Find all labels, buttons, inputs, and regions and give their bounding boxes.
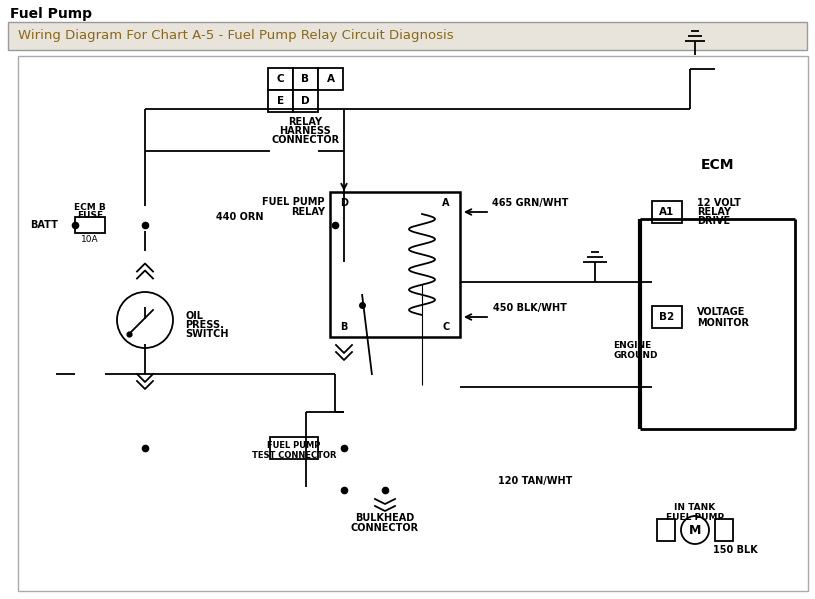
Text: OIL: OIL: [185, 311, 203, 321]
Text: DRIVE: DRIVE: [697, 216, 730, 226]
Text: 440 ORN: 440 ORN: [216, 212, 264, 222]
Bar: [652, 306, 682, 328]
Text: FUEL PUMP: FUEL PUMP: [666, 513, 724, 522]
Text: D: D: [302, 96, 310, 106]
Text: D: D: [340, 198, 348, 208]
Bar: [268, 90, 293, 112]
Text: GROUND: GROUND: [613, 350, 658, 359]
Text: E: E: [277, 96, 284, 106]
Text: B: B: [302, 74, 310, 84]
Text: SWITCH: SWITCH: [185, 329, 228, 339]
Text: FUEL PUMP: FUEL PUMP: [267, 441, 320, 450]
Text: M: M: [689, 524, 701, 537]
Text: B: B: [341, 322, 348, 332]
Bar: [330, 192, 460, 337]
Text: A: A: [327, 74, 334, 84]
Text: FUSE: FUSE: [77, 211, 103, 220]
Text: A: A: [443, 198, 450, 208]
Text: C: C: [443, 322, 450, 332]
Text: B2: B2: [659, 312, 675, 322]
Text: FUEL PUMP: FUEL PUMP: [262, 197, 325, 207]
Text: CONNECTOR: CONNECTOR: [351, 523, 419, 533]
Text: BATT: BATT: [30, 220, 58, 230]
Bar: [8, 22, 807, 50]
Text: VOLTAGE: VOLTAGE: [697, 307, 746, 317]
Text: CONNECTOR: CONNECTOR: [271, 135, 340, 145]
Text: 10A: 10A: [82, 234, 99, 244]
Bar: [270, 437, 318, 459]
Bar: [75, 217, 105, 233]
Text: PRESS.: PRESS.: [185, 320, 224, 330]
Bar: [293, 90, 318, 112]
Text: A1: A1: [659, 207, 675, 217]
Text: 450 BLK/WHT: 450 BLK/WHT: [493, 303, 567, 313]
Text: ENGINE: ENGINE: [613, 340, 651, 349]
Text: RELAY: RELAY: [291, 207, 325, 217]
Text: RELAY: RELAY: [697, 207, 731, 217]
Bar: [293, 68, 318, 90]
Text: 465 GRN/WHT: 465 GRN/WHT: [491, 198, 568, 208]
Text: ECM B: ECM B: [74, 204, 106, 213]
Bar: [318, 68, 343, 90]
Text: Wiring Diagram For Chart A-5 - Fuel Pump Relay Circuit Diagnosis: Wiring Diagram For Chart A-5 - Fuel Pump…: [18, 29, 454, 43]
Bar: [268, 68, 293, 90]
Text: 120 TAN/WHT: 120 TAN/WHT: [498, 476, 572, 486]
Text: RELAY: RELAY: [289, 117, 323, 127]
Bar: [652, 201, 682, 223]
Bar: [18, 56, 808, 591]
Text: ECM: ECM: [701, 158, 734, 172]
Text: BULKHEAD: BULKHEAD: [355, 513, 415, 523]
Text: 150 BLK: 150 BLK: [713, 545, 758, 555]
Text: 12 VOLT: 12 VOLT: [697, 198, 741, 208]
Text: TEST CONNECTOR: TEST CONNECTOR: [252, 450, 337, 459]
Text: MONITOR: MONITOR: [697, 318, 749, 328]
Text: IN TANK: IN TANK: [674, 504, 716, 513]
Text: C: C: [276, 74, 284, 84]
Text: HARNESS: HARNESS: [280, 126, 332, 136]
Bar: [657, 519, 675, 541]
Text: Fuel Pump: Fuel Pump: [10, 7, 92, 21]
Bar: [715, 519, 733, 541]
